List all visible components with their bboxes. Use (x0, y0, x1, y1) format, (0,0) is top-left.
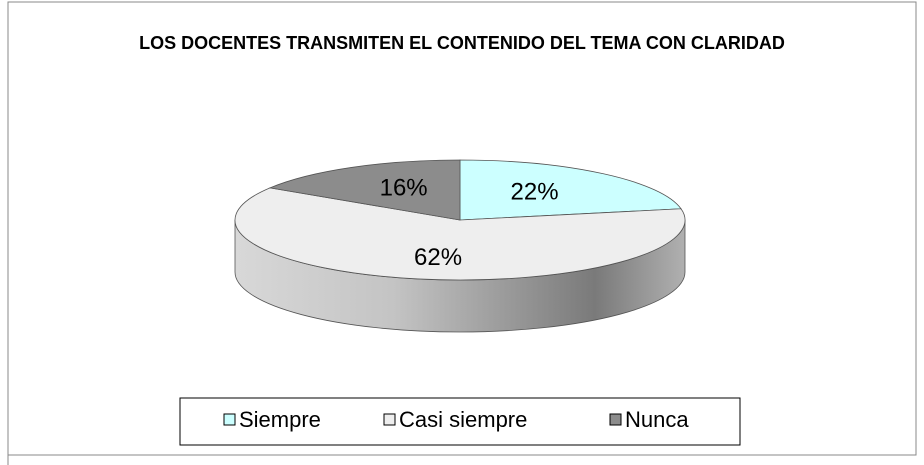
legend-label: Nunca (625, 407, 689, 432)
legend-box (179, 397, 741, 446)
legend-swatch (383, 413, 396, 426)
legend-label: Siempre (239, 407, 321, 432)
legend-swatch (223, 413, 236, 426)
chart-title: LOS DOCENTES TRANSMITEN EL CONTENIDO DEL… (139, 33, 785, 53)
pie-slice (459, 159, 682, 221)
data-label: 22% (511, 178, 559, 205)
legend-label: Casi siempre (399, 407, 527, 432)
data-label: 62% (414, 244, 462, 271)
pie-slice (268, 159, 461, 221)
legend-swatch (609, 413, 622, 426)
data-label: 16% (380, 175, 428, 202)
pie-slice (234, 187, 686, 281)
